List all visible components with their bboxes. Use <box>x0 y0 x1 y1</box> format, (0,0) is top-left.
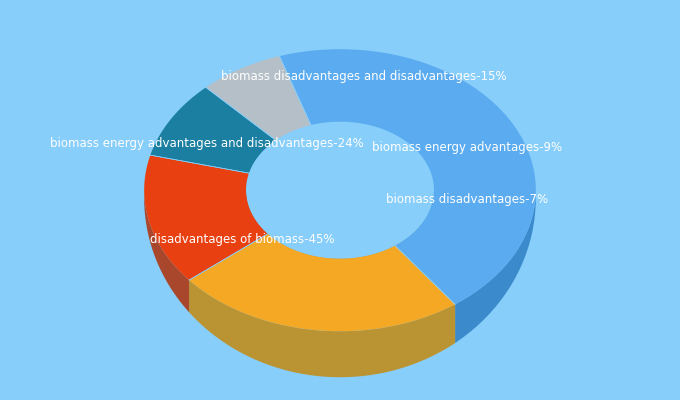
Text: biomass energy advantages and disadvantages-24%: biomass energy advantages and disadvanta… <box>50 137 364 150</box>
Polygon shape <box>455 188 536 343</box>
Polygon shape <box>267 234 395 305</box>
Polygon shape <box>246 190 267 266</box>
Polygon shape <box>189 280 455 377</box>
Polygon shape <box>144 155 267 280</box>
Text: disadvantages of biomass-45%: disadvantages of biomass-45% <box>150 233 335 246</box>
Polygon shape <box>206 56 311 140</box>
Polygon shape <box>279 49 536 304</box>
Text: biomass energy advantages-9%: biomass energy advantages-9% <box>372 141 562 154</box>
Text: biomass disadvantages-7%: biomass disadvantages-7% <box>386 194 548 206</box>
Polygon shape <box>395 189 434 284</box>
Polygon shape <box>144 188 189 312</box>
Polygon shape <box>150 88 275 173</box>
Polygon shape <box>189 234 455 331</box>
Text: biomass disadvantages and disadvantages-15%: biomass disadvantages and disadvantages-… <box>221 70 507 83</box>
